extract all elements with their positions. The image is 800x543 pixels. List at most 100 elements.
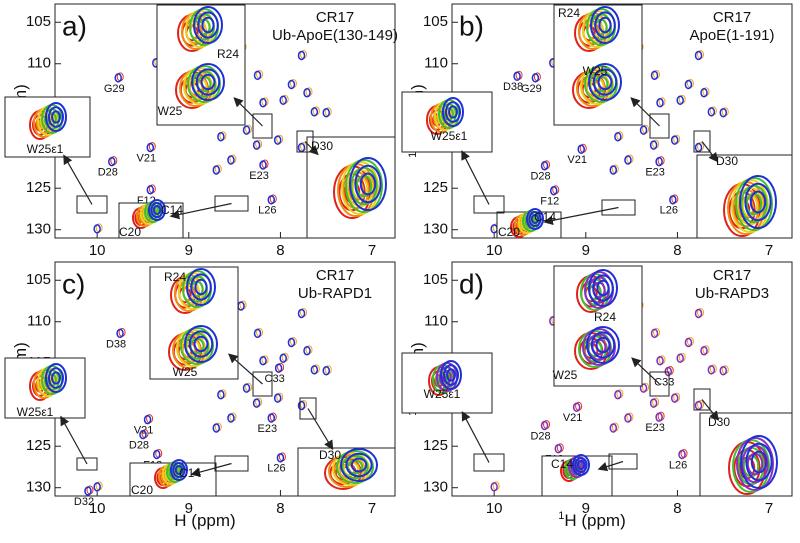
x-tick-label: 8 — [673, 500, 681, 517]
contour — [445, 101, 461, 123]
peak — [242, 383, 251, 393]
contour — [48, 106, 64, 128]
inset-box — [649, 371, 670, 397]
inset-box — [299, 397, 317, 420]
peak — [252, 140, 261, 150]
peak-label: E23 — [249, 170, 269, 182]
inset-box — [214, 195, 249, 212]
peak — [212, 423, 221, 433]
contour — [586, 326, 620, 364]
peak — [649, 140, 658, 150]
contour — [184, 325, 218, 363]
contour — [191, 63, 225, 101]
contour — [152, 205, 162, 215]
peak-label: D32 — [74, 496, 94, 508]
x-axis-label-text: H (ppm) — [564, 511, 625, 530]
contour — [200, 73, 216, 91]
contour — [592, 68, 618, 96]
panel-title: Ub-RAPD1 — [298, 285, 372, 302]
inset-box — [608, 453, 638, 470]
inset-label: R24 — [217, 47, 239, 61]
arrow — [190, 462, 232, 477]
peak — [108, 156, 116, 167]
peak — [540, 161, 549, 171]
peak — [649, 398, 658, 408]
peak-label: L26 — [258, 205, 276, 217]
peak — [310, 107, 319, 117]
peak — [490, 482, 498, 492]
y-tick-label: 110 — [27, 313, 51, 330]
arrow — [233, 97, 263, 127]
inset-box — [649, 113, 670, 139]
x-axis-label: H (ppm) — [174, 511, 235, 530]
peak-label: D28 — [530, 171, 550, 183]
peak — [670, 393, 679, 403]
peak — [297, 308, 306, 319]
peak — [655, 156, 663, 167]
peak — [694, 308, 703, 319]
inset-label: W25ε1 — [17, 405, 54, 419]
panel-title: Ub-RAPD3 — [695, 285, 769, 302]
inset-label: W25 — [583, 64, 608, 78]
peak — [259, 160, 267, 170]
peak — [707, 365, 716, 375]
x-tick-label: 7 — [368, 500, 376, 517]
peak — [656, 355, 664, 366]
x-tick-label: 9 — [185, 500, 193, 517]
peak — [259, 355, 267, 366]
contour — [595, 336, 611, 354]
x-axis-label: 1H (ppm) — [558, 510, 626, 531]
peak — [303, 346, 311, 356]
inset-label: R24 — [558, 6, 580, 20]
inset-box — [252, 113, 273, 139]
arrow — [701, 399, 720, 421]
peak — [719, 365, 728, 376]
peak — [273, 393, 282, 403]
inset-box — [76, 457, 98, 471]
contour — [45, 363, 67, 393]
peak — [684, 79, 693, 90]
arrow — [63, 154, 93, 205]
peak — [116, 328, 124, 339]
arrow — [631, 357, 660, 385]
peak — [650, 328, 659, 339]
peak — [146, 142, 155, 153]
contour — [148, 199, 166, 221]
peak — [554, 443, 563, 454]
inset-label: R24 — [594, 310, 616, 324]
contour — [588, 269, 618, 307]
peak-label: V21 — [567, 154, 587, 166]
contour — [341, 161, 379, 215]
contour — [749, 190, 767, 214]
peak — [287, 79, 296, 90]
inset-box — [296, 130, 314, 153]
arrow — [543, 206, 619, 226]
x-tick-label: 10 — [486, 500, 503, 517]
peak-label: V21 — [137, 152, 157, 164]
peak — [655, 412, 663, 422]
peak — [303, 88, 311, 98]
inset-label: W25 — [158, 104, 183, 118]
contour — [588, 63, 622, 101]
peak-label: E23 — [257, 423, 277, 435]
peak-label: D38 — [106, 338, 126, 350]
inset-label: W25ε1 — [424, 387, 461, 401]
peak — [212, 165, 221, 175]
contour — [590, 6, 620, 44]
x-tick-label: 8 — [673, 242, 681, 259]
y-tick-label: 105 — [26, 13, 51, 30]
peak — [624, 155, 632, 165]
contour — [736, 437, 774, 491]
peak — [287, 337, 296, 348]
contour — [576, 460, 586, 470]
peak-label: G29 — [104, 83, 125, 95]
panel: 1098710511011512012513015N (ppm)H (ppm)c… — [4, 261, 396, 530]
contour — [732, 439, 770, 493]
panel-label: b) — [459, 10, 484, 41]
y-tick-label: 130 — [26, 221, 51, 238]
arrow — [597, 460, 624, 472]
x-tick-label: 10 — [89, 500, 106, 517]
contour — [345, 452, 373, 478]
contour — [596, 279, 610, 297]
peak-label: L26 — [669, 459, 687, 471]
